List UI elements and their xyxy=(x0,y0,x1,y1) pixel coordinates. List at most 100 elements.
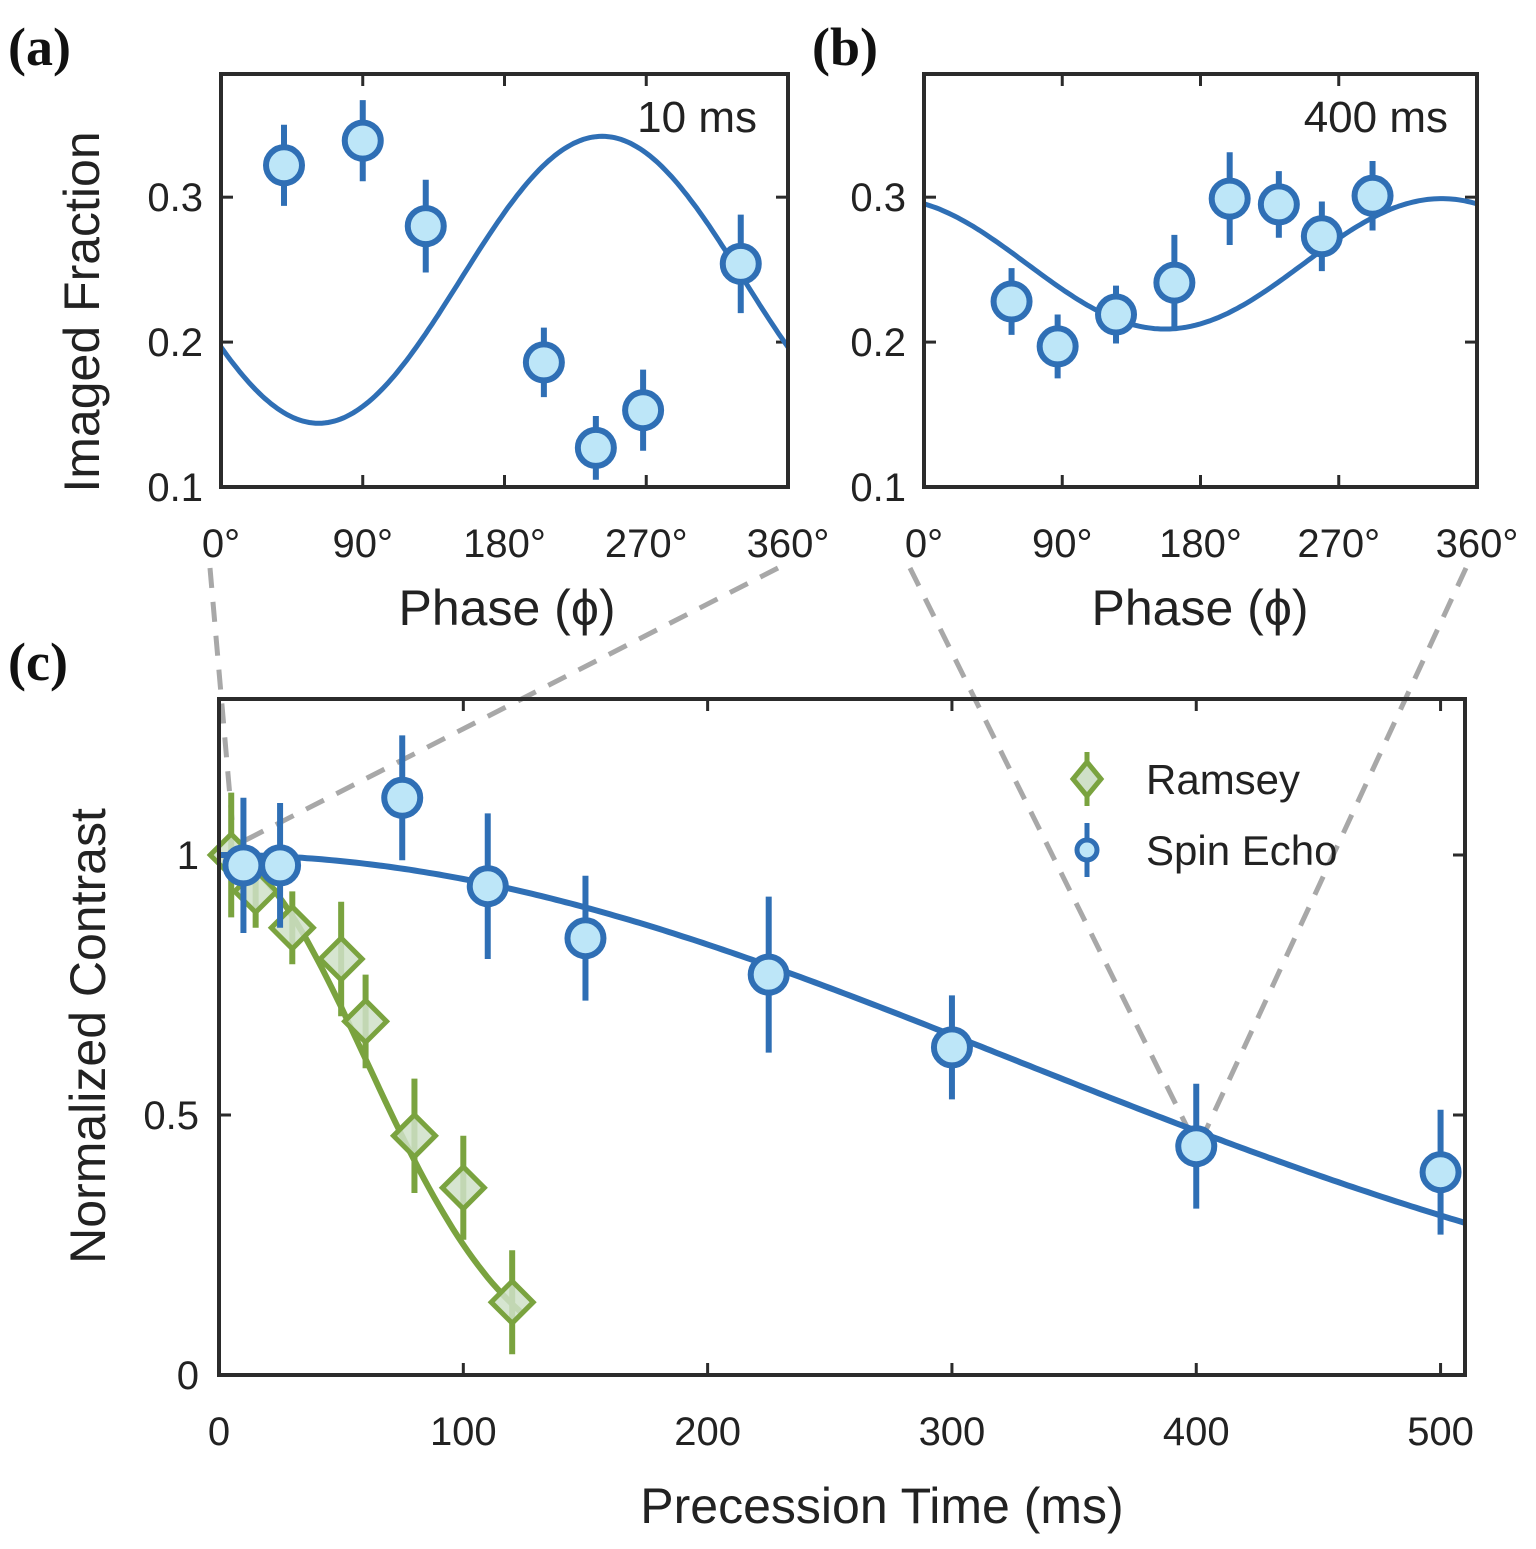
series-ramsey-point xyxy=(316,901,366,1017)
panel-a-marker xyxy=(719,242,762,285)
legend-ramsey-label: Ramsey xyxy=(1146,756,1300,803)
panel-a-x-tick-label: 360° xyxy=(747,522,830,566)
legend-spin-echo-marker xyxy=(1074,823,1100,877)
panel-a-marker xyxy=(263,144,305,187)
panel-a-x-tick-label: 270° xyxy=(605,522,688,566)
legend-spin-echo-label: Spin Echo xyxy=(1146,827,1337,874)
panel-c: (c) 0 100 200 300 400 500 0 0.5 1 Ramsey Spin Ec… xyxy=(8,632,1474,1534)
panel-c-x-tick-label: 200 xyxy=(674,1410,741,1454)
series-spin-echo-marker xyxy=(930,1026,973,1069)
panel-b-x-tick-label: 270° xyxy=(1297,522,1380,566)
panel-a: (a) 0° 90° 180° 270° 360° 0.1 0.2 0.3 10 ms Pha… xyxy=(8,17,829,636)
legend-ramsey-marker xyxy=(1069,752,1105,806)
panel-a-point xyxy=(522,327,565,398)
panel-a-y-tick-label: 0.3 xyxy=(147,176,203,220)
panel-b-point xyxy=(1257,171,1300,238)
panel-a-x-tick-label: 0° xyxy=(202,522,240,566)
panel-a-y-axis-title: Imaged Fraction xyxy=(54,131,110,492)
panel-a-y-tick-label: 0.1 xyxy=(147,466,203,510)
panel-b-marker xyxy=(1208,177,1251,220)
panel-a-marker xyxy=(574,426,617,469)
series-ramsey-point xyxy=(487,1250,537,1355)
panel-c-x-tick-label: 0 xyxy=(208,1410,230,1454)
series-spin-echo-marker xyxy=(466,865,509,908)
zoom-connector-lines xyxy=(207,565,1469,1147)
series-ramsey-point xyxy=(438,1135,488,1240)
panel-a-x-tick-label: 90° xyxy=(333,522,394,566)
series-spin-echo-marker xyxy=(747,953,790,996)
panel-b-x-tick-label: 0° xyxy=(905,522,943,566)
panel-b-marker xyxy=(1153,261,1196,304)
panel-a-label: (a) xyxy=(8,17,71,77)
panel-b-x-tick-label: 180° xyxy=(1159,522,1242,566)
series-spin-echo-marker xyxy=(1175,1125,1218,1168)
series-spin-echo-point xyxy=(930,995,973,1100)
series-spin-echo-marker xyxy=(222,844,265,887)
series-ramsey-point xyxy=(341,974,391,1069)
panel-b-y-tick-label: 0.3 xyxy=(850,176,906,220)
series-spin-echo-point xyxy=(564,875,607,1001)
panel-c-legend: Ramsey Spin Echo xyxy=(1069,752,1337,877)
panel-b-marker xyxy=(1257,183,1300,226)
series-spin-echo-point xyxy=(381,735,424,861)
series-ramsey-marker xyxy=(316,934,366,984)
panel-c-x-axis-title: Precession Time (ms) xyxy=(640,1478,1123,1534)
series-ramsey-marker xyxy=(341,996,391,1046)
series-spin-echo-marker xyxy=(1419,1151,1462,1194)
panel-b-label: (b) xyxy=(812,17,878,77)
series-spin-echo-marker xyxy=(564,917,607,960)
panel-a-point xyxy=(622,369,665,451)
panel-b-point xyxy=(1300,201,1343,272)
panel-a-x-tick-label: 180° xyxy=(463,522,546,566)
panel-c-label: (c) xyxy=(8,632,68,692)
panel-b-y-tick-label: 0.1 xyxy=(850,466,906,510)
panel-a-annotation: 10 ms xyxy=(637,93,757,142)
panel-b-point xyxy=(1153,234,1196,331)
zoom-line-b-left xyxy=(907,566,1199,1147)
panel-b-marker xyxy=(1095,293,1138,336)
panel-b-point xyxy=(1351,160,1394,231)
panel-c-y-tick-label: 0 xyxy=(177,1354,199,1398)
panel-c-y-axis-title: Normalized Contrast xyxy=(60,808,116,1264)
panel-b-x-axis-title: Phase (ϕ) xyxy=(1092,580,1309,636)
series-ramsey-marker xyxy=(487,1277,537,1327)
panel-b-x-tick-label: 360° xyxy=(1436,522,1519,566)
panel-c-x-tick-label: 500 xyxy=(1407,1410,1474,1454)
series-spin-echo-point xyxy=(466,813,509,959)
series-ramsey-point xyxy=(389,1078,439,1193)
panel-a-point xyxy=(719,214,762,314)
panel-a-marker xyxy=(404,205,447,248)
panel-b-point xyxy=(1208,152,1251,245)
panel-a-fit-curve xyxy=(221,133,788,426)
panel-a-marker xyxy=(522,341,565,384)
panel-a-frame xyxy=(219,72,790,489)
panel-a-x-axis-title: Phase (ϕ) xyxy=(399,580,616,636)
panel-c-y-tick-label: 0.5 xyxy=(143,1094,199,1138)
panel-c-frame xyxy=(217,697,1467,1377)
panel-a-point xyxy=(574,415,617,480)
series-spin-echo-point xyxy=(259,803,302,928)
panel-a-point xyxy=(404,179,447,273)
panel-b-point xyxy=(990,268,1033,335)
panel-b-y-tick-label: 0.2 xyxy=(850,321,906,365)
panel-c-plot: 0 100 200 300 400 500 0 0.5 1 xyxy=(143,699,1474,1454)
panel-a-y-tick-label: 0.2 xyxy=(147,321,203,365)
series-ramsey-marker xyxy=(438,1163,488,1213)
panel-b-plot: 0° 90° 180° 270° 360° 0.1 0.2 0.3 xyxy=(850,74,1518,566)
panel-b: (b) 0° 90° 180° 270° 360° 0.1 0.2 0.3 400 ms Ph… xyxy=(812,17,1518,636)
series-spin-echo-marker xyxy=(259,844,302,887)
panel-c-y-tick-label: 1 xyxy=(177,834,199,878)
panel-b-frame xyxy=(922,72,1479,489)
series-spin-echo-fit-curve xyxy=(219,852,1465,1226)
panel-a-marker xyxy=(622,389,665,432)
panel-a-point xyxy=(341,100,384,182)
panel-c-x-tick-label: 300 xyxy=(919,1410,986,1454)
panel-b-point xyxy=(1095,285,1138,344)
panel-b-point xyxy=(1036,314,1079,379)
panel-a-plot: 0° 90° 180° 270° 360° 0.1 0.2 0.3 xyxy=(147,74,829,566)
series-spin-echo-point xyxy=(1175,1083,1218,1209)
zoom-line-b-right xyxy=(1196,566,1469,1147)
series-ramsey-marker xyxy=(389,1111,439,1161)
panel-c-x-tick-label: 100 xyxy=(430,1410,497,1454)
